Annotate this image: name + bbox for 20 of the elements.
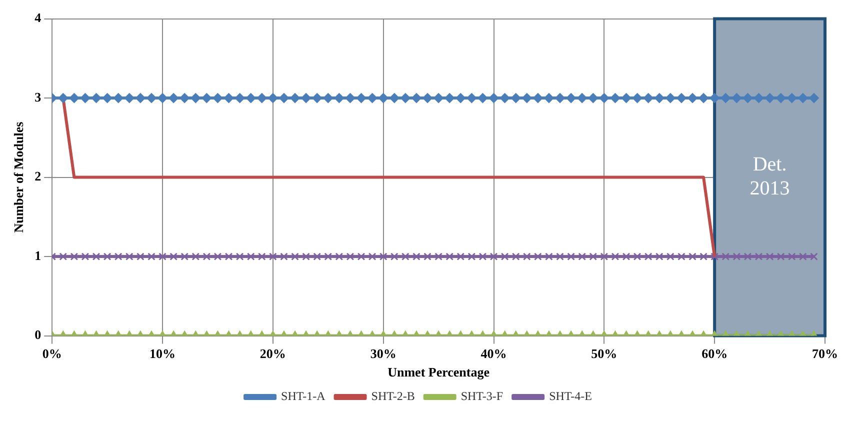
legend-label: SHT-3-F — [460, 389, 504, 404]
legend-label: SHT-4-E — [549, 389, 592, 404]
y-tick-label: 4 — [34, 10, 42, 26]
x-tick-label: 70% — [812, 346, 838, 361]
x-tick-label: 60% — [702, 346, 728, 361]
x-tick-label: 20% — [260, 346, 286, 361]
x-axis-title: Unmet Percentage — [388, 364, 490, 380]
y-tick-label: 1 — [34, 248, 42, 263]
x-tick-label: 50% — [591, 346, 618, 361]
legend-label: SHT-2-B — [371, 389, 415, 404]
x-tick-label: 30% — [370, 346, 396, 361]
x-tick-label: 40% — [480, 346, 507, 361]
band-label: Det. 2013 — [750, 154, 790, 200]
x-tick-label: 0% — [42, 346, 62, 361]
y-tick-label: 0 — [34, 327, 42, 342]
legend-label: SHT-1-A — [281, 389, 326, 404]
x-tick-label: 10% — [150, 346, 176, 361]
y-tick-label: 2 — [34, 168, 42, 184]
y-tick-label: 3 — [34, 89, 42, 104]
y-axis-title: Number of Modules — [11, 122, 26, 233]
